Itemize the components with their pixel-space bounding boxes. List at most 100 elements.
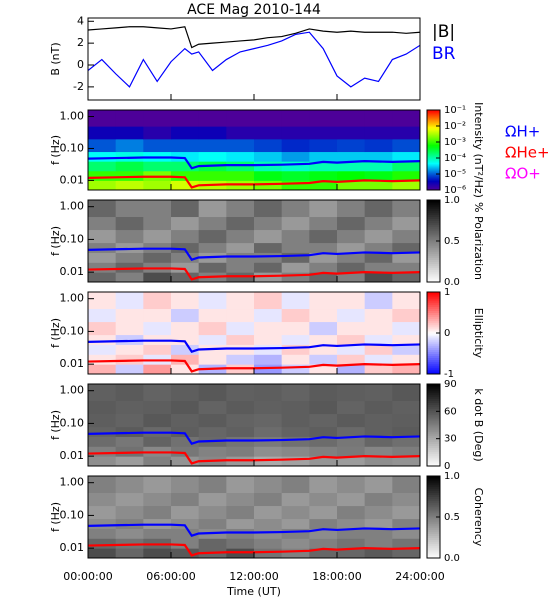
colorbar-step	[427, 188, 440, 191]
heat-cell	[88, 528, 117, 539]
colorbar-step	[427, 416, 440, 420]
plot-frame	[87, 17, 421, 101]
heat-cell	[115, 200, 144, 218]
heat-cell	[143, 200, 172, 218]
heat-cell	[198, 492, 227, 507]
heat-cell	[254, 272, 283, 282]
heat-cell	[337, 364, 366, 374]
heat-cell	[281, 229, 310, 244]
heat-cell	[115, 292, 144, 310]
heat-cell	[198, 413, 227, 428]
colorbar-step	[427, 112, 440, 115]
heat-cell	[309, 138, 338, 153]
heat-cell	[364, 170, 393, 181]
heat-cell	[392, 413, 420, 428]
heat-cell	[364, 456, 393, 466]
heat-cell	[364, 538, 393, 549]
heat-cell	[254, 344, 283, 355]
heat-cell	[143, 216, 172, 231]
colorbar-step	[427, 451, 440, 455]
heat-cell	[115, 161, 144, 172]
legend-label: BR	[432, 44, 456, 64]
heat-cell	[143, 229, 172, 244]
heat-cell	[281, 242, 310, 253]
y-tick-label: -2	[73, 80, 84, 93]
heat-cell	[198, 334, 227, 345]
heat-cell	[88, 321, 117, 336]
heat-cell	[309, 364, 338, 374]
heat-cell	[115, 334, 144, 345]
colorbar-step	[427, 298, 440, 301]
colorbar-step	[427, 455, 440, 459]
colorbar-step	[427, 531, 440, 534]
colorbar-step	[427, 486, 440, 489]
frequency-line	[88, 339, 420, 354]
colorbar-step	[427, 359, 440, 363]
colorbar-tick-label: 30	[444, 434, 457, 445]
colorbar-step	[427, 367, 440, 371]
colorbar-step	[427, 176, 440, 179]
heat-cell	[364, 292, 393, 310]
heat-cell	[88, 446, 117, 457]
heat-cell	[392, 456, 420, 466]
y-tick-label: 0.01	[60, 173, 85, 186]
heat-cell	[337, 426, 366, 437]
heat-cell	[364, 413, 393, 428]
heat-cell	[337, 548, 366, 558]
heat-cell	[143, 492, 172, 507]
heat-cell	[198, 308, 227, 323]
heat-cell	[309, 384, 338, 402]
colorbar-step	[427, 504, 440, 508]
heat-cell	[281, 170, 310, 181]
y-tick-label: 0.10	[60, 324, 85, 337]
heat-cell	[309, 242, 338, 253]
colorbar-step	[427, 320, 440, 324]
colorbar-step	[427, 420, 440, 424]
heat-cell	[143, 272, 172, 282]
heat-cell	[364, 364, 393, 374]
colorbar-step	[427, 494, 440, 497]
colorbar-step	[427, 216, 440, 219]
colorbar-step	[427, 539, 440, 543]
colorbar-step	[427, 124, 440, 127]
colorbar-label: % Polarization	[472, 202, 485, 280]
y-tick-label: 0.10	[60, 416, 85, 429]
heat-cell	[143, 505, 172, 520]
colorbar-step	[427, 418, 440, 422]
heat-cell	[364, 242, 393, 253]
heat-cell	[226, 476, 255, 494]
heat-cell	[226, 308, 255, 323]
colorbar-step	[427, 525, 440, 528]
heat-cell	[226, 200, 255, 218]
colorbar-step	[427, 422, 440, 426]
heat-cell	[392, 538, 420, 549]
colorbar-tick-label: 0	[444, 328, 450, 339]
heat-cell	[337, 538, 366, 549]
colorbar-step	[427, 541, 440, 545]
heat-cell	[281, 505, 310, 520]
colorbar-step	[427, 251, 440, 254]
colorbar-step	[427, 357, 440, 361]
colorbar-step	[427, 445, 440, 449]
colorbar-step	[427, 392, 440, 395]
heat-cell	[254, 548, 283, 558]
heat-cell	[364, 492, 393, 507]
heat-cell	[281, 518, 310, 529]
colorbar-step	[427, 271, 440, 275]
heat-cell	[171, 446, 200, 457]
heat-cell	[364, 548, 393, 558]
legend-label: ΩO+	[505, 165, 541, 183]
heat-cell	[309, 170, 338, 181]
heat-cell	[143, 344, 172, 355]
colorbar-frame	[426, 109, 441, 191]
colorbar-step	[427, 226, 440, 230]
heat-cell	[198, 170, 227, 181]
heat-cell	[337, 138, 366, 153]
colorbar-step	[427, 110, 440, 113]
colorbar-step	[427, 459, 440, 463]
colorbar-step	[427, 253, 440, 256]
heat-cell	[88, 384, 117, 402]
colorbar-step	[427, 200, 440, 203]
heat-cell	[337, 321, 366, 336]
heat-cell	[364, 262, 393, 273]
